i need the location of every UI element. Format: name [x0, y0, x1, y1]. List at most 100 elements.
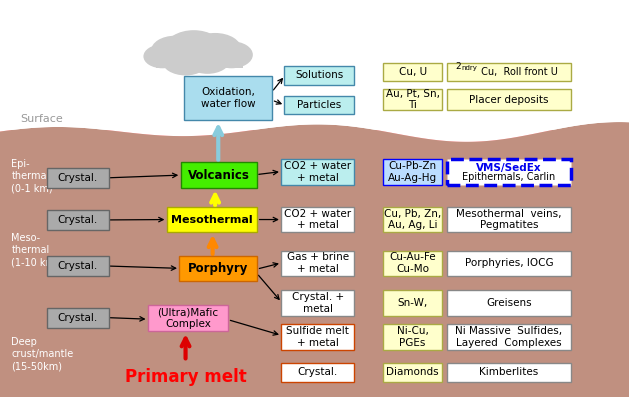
FancyBboxPatch shape — [0, 243, 629, 247]
FancyBboxPatch shape — [0, 293, 629, 297]
Text: Crystal.: Crystal. — [58, 312, 98, 323]
FancyBboxPatch shape — [0, 303, 629, 307]
Text: Au, Pt, Sn,
Ti: Au, Pt, Sn, Ti — [386, 89, 440, 110]
FancyBboxPatch shape — [0, 383, 629, 387]
FancyBboxPatch shape — [156, 56, 243, 68]
FancyBboxPatch shape — [181, 162, 257, 188]
FancyBboxPatch shape — [0, 217, 629, 221]
FancyBboxPatch shape — [0, 170, 629, 174]
Text: Crystal. +
metal: Crystal. + metal — [292, 292, 343, 314]
FancyBboxPatch shape — [0, 313, 629, 317]
FancyBboxPatch shape — [0, 326, 629, 330]
Text: Primary melt: Primary melt — [125, 368, 247, 386]
FancyBboxPatch shape — [447, 324, 571, 350]
FancyBboxPatch shape — [383, 363, 442, 382]
Text: Crystal.: Crystal. — [298, 367, 338, 378]
Text: Porphyry: Porphyry — [188, 262, 248, 275]
FancyBboxPatch shape — [0, 320, 629, 324]
Text: Cu-Pb-Zn
Au-Ag-Hg: Cu-Pb-Zn Au-Ag-Hg — [388, 161, 437, 183]
FancyBboxPatch shape — [0, 263, 629, 267]
FancyBboxPatch shape — [0, 353, 629, 357]
Text: Crystal.: Crystal. — [58, 173, 98, 183]
Text: Kimberlites: Kimberlites — [479, 367, 538, 378]
Circle shape — [210, 41, 253, 68]
Text: Sulfide melt
+ metal: Sulfide melt + metal — [286, 326, 349, 348]
FancyBboxPatch shape — [0, 330, 629, 334]
FancyBboxPatch shape — [0, 130, 629, 134]
Circle shape — [185, 45, 230, 74]
Text: Ni Massive  Sulfides,
Layered  Complexes: Ni Massive Sulfides, Layered Complexes — [455, 326, 562, 348]
FancyBboxPatch shape — [0, 197, 629, 201]
FancyBboxPatch shape — [0, 310, 629, 314]
FancyBboxPatch shape — [447, 159, 571, 185]
Text: Mesothermal: Mesothermal — [171, 214, 253, 225]
Circle shape — [165, 30, 223, 67]
FancyBboxPatch shape — [0, 203, 629, 208]
Circle shape — [189, 33, 242, 66]
FancyBboxPatch shape — [383, 207, 442, 232]
Text: CO2 + water
+ metal: CO2 + water + metal — [284, 209, 351, 230]
FancyBboxPatch shape — [148, 305, 228, 331]
FancyBboxPatch shape — [0, 154, 629, 158]
FancyBboxPatch shape — [0, 140, 629, 145]
Text: Particles: Particles — [297, 100, 342, 110]
FancyBboxPatch shape — [0, 164, 629, 168]
FancyBboxPatch shape — [383, 324, 442, 350]
FancyBboxPatch shape — [0, 297, 629, 301]
FancyBboxPatch shape — [284, 66, 354, 85]
FancyBboxPatch shape — [167, 207, 257, 232]
FancyBboxPatch shape — [383, 63, 442, 81]
Text: Surface: Surface — [20, 114, 63, 124]
FancyBboxPatch shape — [0, 360, 629, 364]
FancyBboxPatch shape — [0, 343, 629, 347]
FancyBboxPatch shape — [0, 133, 629, 138]
FancyBboxPatch shape — [0, 233, 629, 237]
Text: Oxidation,
water flow: Oxidation, water flow — [201, 87, 255, 109]
FancyBboxPatch shape — [281, 324, 354, 350]
FancyBboxPatch shape — [0, 270, 629, 274]
FancyBboxPatch shape — [281, 207, 354, 232]
Text: Meso-
thermal
(1-10 km): Meso- thermal (1-10 km) — [11, 233, 59, 268]
FancyBboxPatch shape — [0, 290, 629, 294]
FancyBboxPatch shape — [0, 230, 629, 234]
FancyBboxPatch shape — [281, 159, 354, 185]
FancyBboxPatch shape — [0, 266, 629, 271]
FancyBboxPatch shape — [0, 306, 629, 310]
FancyBboxPatch shape — [0, 280, 629, 284]
FancyBboxPatch shape — [0, 223, 629, 227]
Text: Crystal.: Crystal. — [58, 215, 98, 225]
Text: CO2 + water
+ metal: CO2 + water + metal — [284, 161, 351, 183]
FancyBboxPatch shape — [284, 96, 354, 114]
FancyBboxPatch shape — [447, 63, 571, 81]
FancyBboxPatch shape — [383, 89, 442, 110]
Text: (Ultra)Mafic
Complex: (Ultra)Mafic Complex — [157, 308, 219, 329]
Circle shape — [143, 44, 181, 68]
FancyBboxPatch shape — [0, 220, 629, 224]
FancyBboxPatch shape — [47, 308, 109, 328]
FancyBboxPatch shape — [0, 157, 629, 161]
FancyBboxPatch shape — [447, 89, 571, 110]
FancyBboxPatch shape — [0, 273, 629, 277]
Text: Cu-Au-Fe
Cu-Mo: Cu-Au-Fe Cu-Mo — [389, 252, 436, 274]
FancyBboxPatch shape — [0, 167, 629, 171]
FancyBboxPatch shape — [0, 300, 629, 304]
Text: Cu,  Roll front U: Cu, Roll front U — [478, 67, 558, 77]
FancyBboxPatch shape — [0, 247, 629, 251]
Text: Cu, U: Cu, U — [399, 67, 426, 77]
Text: ndry: ndry — [462, 65, 477, 71]
FancyBboxPatch shape — [0, 187, 629, 191]
FancyBboxPatch shape — [0, 143, 629, 148]
Text: Gas + brine
+ metal: Gas + brine + metal — [287, 252, 348, 274]
FancyBboxPatch shape — [0, 180, 629, 184]
FancyBboxPatch shape — [0, 137, 629, 141]
Text: Cu, Pb, Zn,
Au, Ag, Li: Cu, Pb, Zn, Au, Ag, Li — [384, 209, 442, 230]
Text: Volcanics: Volcanics — [187, 169, 250, 181]
FancyBboxPatch shape — [0, 237, 629, 241]
FancyBboxPatch shape — [447, 251, 571, 276]
FancyBboxPatch shape — [0, 350, 629, 354]
FancyBboxPatch shape — [0, 150, 629, 154]
FancyBboxPatch shape — [0, 363, 629, 367]
FancyBboxPatch shape — [0, 210, 629, 214]
FancyBboxPatch shape — [0, 283, 629, 287]
FancyBboxPatch shape — [0, 346, 629, 351]
